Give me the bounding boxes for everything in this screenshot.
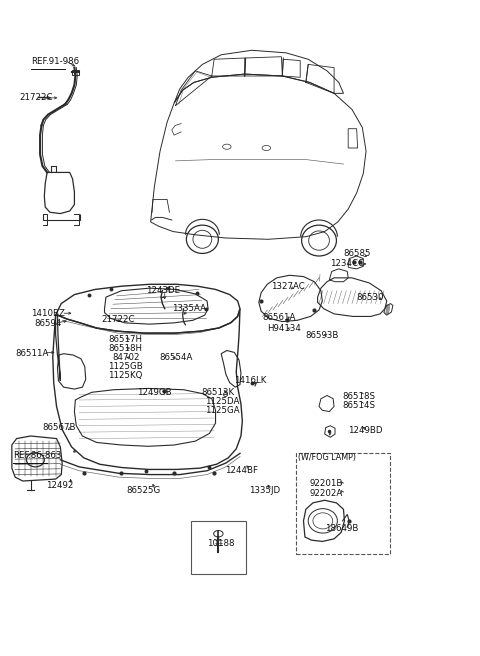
Text: 1249GB: 1249GB — [137, 388, 172, 397]
Text: H94134: H94134 — [267, 323, 301, 333]
Text: 86511A: 86511A — [15, 349, 48, 358]
Text: 86518H: 86518H — [108, 344, 142, 353]
Text: 1410BZ: 1410BZ — [31, 309, 64, 318]
Text: 1125GA: 1125GA — [204, 407, 240, 415]
Text: 86525G: 86525G — [126, 486, 160, 495]
Text: 92201B: 92201B — [310, 479, 343, 488]
Text: 1335AA: 1335AA — [172, 304, 206, 313]
Text: 1416LK: 1416LK — [234, 377, 267, 385]
Text: 1125KQ: 1125KQ — [108, 371, 143, 380]
Text: 86517H: 86517H — [108, 335, 142, 344]
Text: 86513K: 86513K — [202, 388, 235, 397]
Text: 21722C: 21722C — [19, 93, 52, 102]
Text: 86594: 86594 — [34, 319, 61, 328]
Text: 86518S: 86518S — [343, 392, 375, 401]
Text: 1125GB: 1125GB — [108, 362, 143, 371]
Text: 86593B: 86593B — [305, 331, 338, 340]
Text: 1249BD: 1249BD — [348, 426, 383, 436]
Text: 21722C: 21722C — [101, 315, 135, 324]
Text: 84702: 84702 — [112, 353, 140, 362]
Text: 1125DA: 1125DA — [204, 398, 239, 407]
Bar — [191, 521, 246, 573]
Text: 10188: 10188 — [207, 539, 235, 548]
Text: 92202A: 92202A — [310, 489, 343, 498]
Text: 1335JD: 1335JD — [250, 486, 280, 495]
Text: 86554A: 86554A — [159, 353, 192, 362]
Text: 1243DE: 1243DE — [146, 286, 180, 295]
Text: 18649B: 18649B — [324, 524, 358, 533]
Bar — [72, 70, 79, 75]
Text: 86567B: 86567B — [42, 423, 76, 432]
Text: 86561A: 86561A — [263, 313, 296, 322]
Text: REF.86-863: REF.86-863 — [13, 451, 61, 460]
Text: (W/FOG LAMP): (W/FOG LAMP) — [299, 453, 356, 462]
Text: 86585: 86585 — [344, 249, 371, 258]
Text: 86530: 86530 — [357, 293, 384, 302]
Text: 1327AC: 1327AC — [271, 281, 305, 291]
Text: 12492: 12492 — [46, 481, 73, 490]
Text: 1244BF: 1244BF — [225, 466, 258, 475]
Bar — [296, 453, 390, 554]
Text: 86514S: 86514S — [343, 401, 375, 410]
Text: REF.91-986: REF.91-986 — [31, 56, 79, 66]
Text: 1234CC: 1234CC — [330, 259, 364, 268]
